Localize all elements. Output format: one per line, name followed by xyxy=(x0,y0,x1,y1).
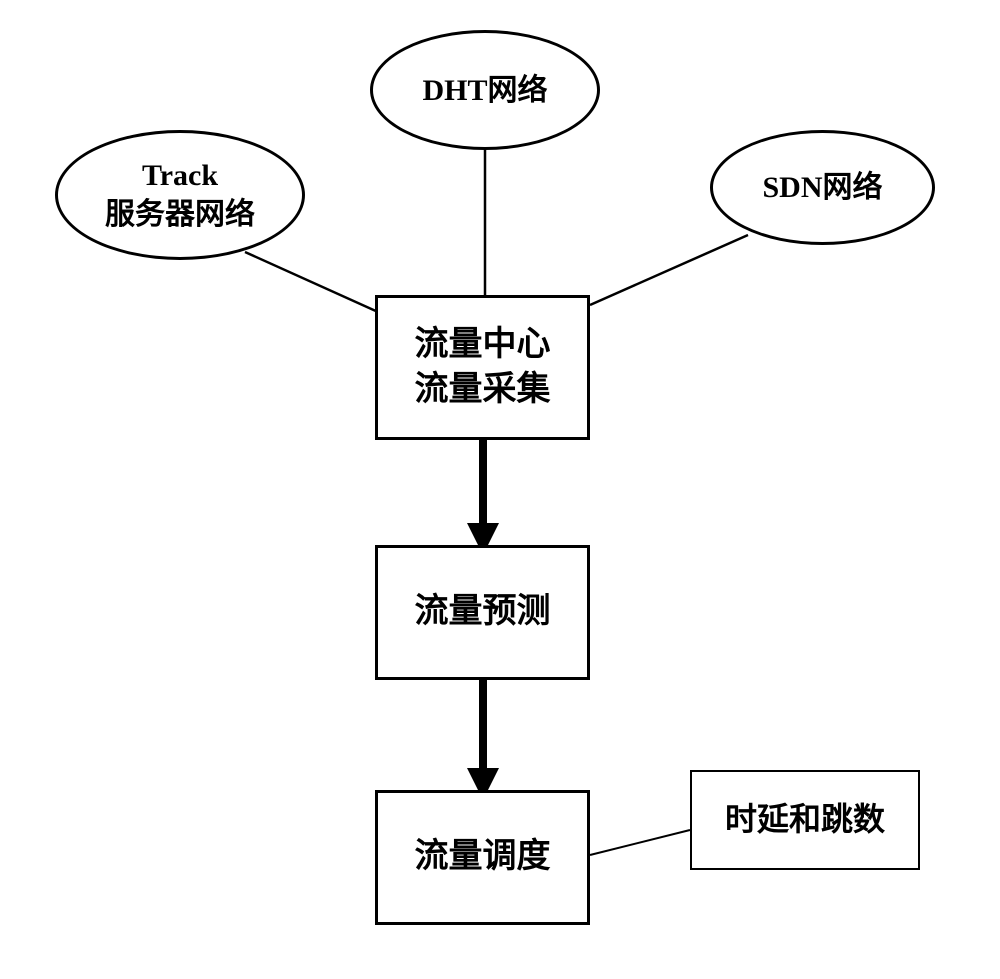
sdn-network-node: SDN网络 xyxy=(710,130,935,245)
traffic-center-collection-node: 流量中心 流量采集 xyxy=(375,295,590,440)
node-label-line2: 流量采集 xyxy=(415,368,551,412)
node-label: 流量调度 xyxy=(415,835,551,879)
delay-hops-node: 时延和跳数 xyxy=(690,770,920,870)
node-label: 时延和跳数 xyxy=(725,799,885,841)
dht-network-node: DHT网络 xyxy=(370,30,600,150)
node-label-line2: 服务器网络 xyxy=(105,195,255,234)
track-server-network-node: Track 服务器网络 xyxy=(55,130,305,260)
node-label-line1: 流量中心 xyxy=(415,323,551,367)
node-label: 流量预测 xyxy=(415,590,551,634)
node-label: SDN网络 xyxy=(762,168,882,207)
traffic-prediction-node: 流量预测 xyxy=(375,545,590,680)
node-label-line1: Track xyxy=(142,156,218,195)
node-label: DHT网络 xyxy=(422,71,547,110)
traffic-scheduling-node: 流量调度 xyxy=(375,790,590,925)
